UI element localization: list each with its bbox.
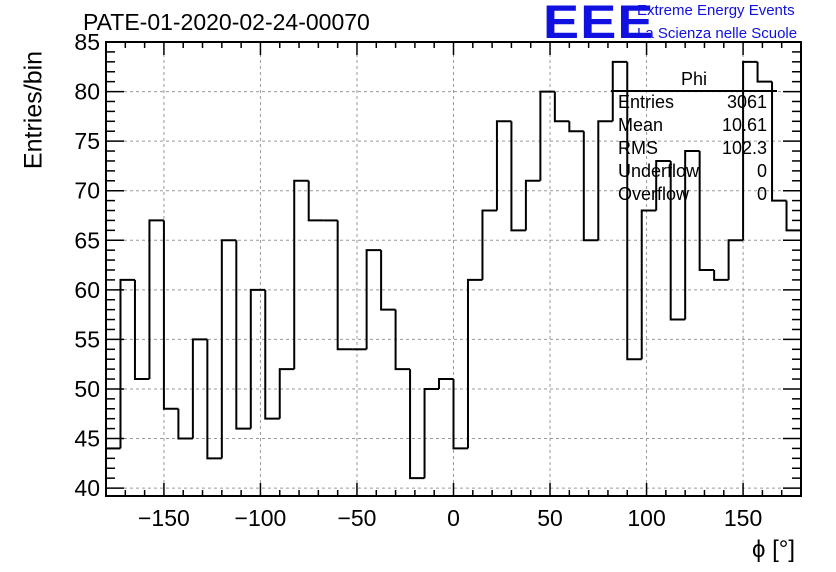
stats-row-rms: RMS 102.3 — [618, 138, 767, 161]
y-tick-label: 40 — [74, 475, 100, 501]
y-tick-label: 80 — [74, 79, 100, 105]
histogram-bin — [293, 179, 309, 370]
y-tick-label: 65 — [74, 227, 100, 253]
y-tick-label: 45 — [74, 426, 100, 452]
histogram-bin — [438, 378, 454, 389]
x-axis-label: ϕ [°] — [752, 536, 796, 563]
histogram-bin — [655, 159, 671, 211]
histogram-bin — [177, 408, 193, 440]
histogram-bin — [162, 220, 179, 410]
x-tick-label: 0 — [447, 505, 460, 531]
x-tick-label: 50 — [537, 505, 563, 531]
stats-value: 10.61 — [721, 115, 767, 135]
histogram-bin — [278, 368, 295, 419]
histogram-bin — [713, 269, 729, 281]
y-tick-label: 55 — [74, 326, 100, 352]
histogram-bin — [409, 369, 425, 480]
histogram-bin — [466, 278, 483, 449]
histogram-bin — [119, 278, 135, 449]
stats-box: Phi Entries 3061 Mean 10.61 RMS 102.3 Un… — [611, 66, 777, 214]
histogram-bin — [684, 150, 700, 320]
x-tick-label: −150 — [138, 505, 190, 531]
x-tick-label: 150 — [724, 505, 762, 531]
eee-logo: EEE — [543, 0, 655, 48]
histogram-bin — [669, 160, 686, 321]
histogram-bin — [206, 339, 222, 460]
stats-row-overflow: Overflow 0 — [618, 184, 767, 207]
histogram-bin — [380, 250, 396, 311]
histogram-bin — [582, 131, 599, 242]
histogram-bin — [220, 239, 237, 459]
histogram-bin — [626, 61, 642, 361]
x-tick-label: −50 — [337, 505, 376, 531]
y-tick-label: 75 — [74, 128, 100, 154]
stats-box-title: Phi — [680, 69, 707, 89]
histogram-bin — [771, 81, 787, 202]
stats-label: Entries — [618, 92, 675, 112]
histogram-bin — [394, 309, 411, 371]
histogram-bin — [568, 121, 584, 133]
histogram-bars — [106, 60, 801, 480]
y-tick-label: 70 — [74, 178, 100, 204]
y-axis-label: Entries/bin — [19, 50, 48, 170]
histogram-bin — [495, 120, 512, 211]
stats-label: RMS — [618, 138, 658, 158]
stats-row-mean: Mean 10.61 — [618, 115, 767, 138]
histogram-bin — [785, 200, 801, 232]
axis-tick-labels: −150 −100 −50 0 50 100 150 40 45 50 55 60 65 70 75 80 85 — [74, 29, 762, 531]
histogram-bin — [148, 219, 164, 380]
y-tick-label: 85 — [74, 29, 100, 55]
histogram-bin — [336, 220, 353, 351]
histogram-bin — [481, 209, 497, 280]
histogram-bin — [742, 60, 758, 241]
histogram-bin — [539, 90, 555, 181]
histogram-bin — [452, 379, 468, 450]
page-title: PATE-01-2020-02-24-00070 — [83, 9, 370, 35]
stats-value: 0 — [756, 184, 767, 204]
stats-value: 0 — [756, 161, 767, 181]
histogram-bin — [553, 91, 570, 123]
logo-line-2: La Scienza nelle Scuole — [637, 25, 798, 42]
stats-row-entries: Entries 3061 — [618, 92, 767, 115]
y-tick-label: 60 — [74, 277, 100, 303]
y-tick-label: 50 — [74, 376, 100, 402]
histogram-bin — [524, 179, 541, 231]
stats-box-divider — [611, 90, 777, 92]
histogram-bin — [727, 239, 744, 280]
histogram-bin — [365, 249, 382, 350]
histogram-bin — [191, 338, 208, 439]
histogram-bin — [423, 387, 440, 479]
stats-value: 3061 — [726, 92, 767, 112]
histogram-bin — [249, 288, 266, 429]
histogram-bin — [611, 60, 628, 122]
histogram-bin — [133, 279, 150, 381]
axis-ticks — [106, 41, 801, 496]
stats-row-underflow: Underflow 0 — [618, 161, 767, 184]
x-tick-label: 100 — [627, 505, 665, 531]
histogram-bin — [307, 180, 324, 222]
stats-label: Overflow — [618, 184, 690, 204]
histogram-bin — [597, 120, 613, 241]
histogram-bin — [756, 61, 773, 83]
histogram-bin — [264, 289, 280, 420]
histogram-bin — [698, 151, 715, 271]
histogram-bin — [235, 240, 251, 430]
histogram-bin — [510, 121, 526, 232]
logo-line-1: Extreme Energy Events — [637, 2, 795, 19]
stats-value: 102.3 — [721, 138, 767, 158]
stats-label: Underflow — [618, 161, 700, 181]
stats-label: Mean — [618, 115, 664, 135]
histogram-bin — [640, 209, 657, 360]
x-tick-label: −100 — [235, 505, 287, 531]
